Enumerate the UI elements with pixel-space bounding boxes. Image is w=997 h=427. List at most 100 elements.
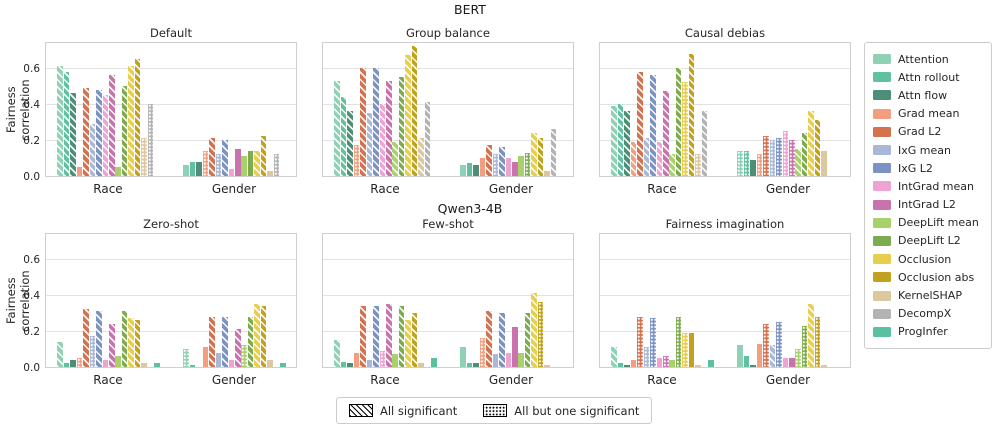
bar-attention-gender: [183, 165, 189, 176]
legend-label: IntGrad L2: [898, 198, 956, 212]
legend-label: Occlusion abs: [898, 270, 975, 284]
legend-swatch: [873, 326, 891, 337]
bar-deeplift-l2-race: [398, 305, 405, 367]
suptitle-bert: BERT: [454, 2, 486, 17]
legend-item-proginfer: ProgInfer: [873, 323, 983, 341]
legend-swatch: [873, 108, 891, 119]
bar-ixg-mean-race: [366, 113, 373, 176]
bar-grad-mean-gender: [479, 158, 486, 176]
gridline: [46, 330, 296, 332]
bar-ixg-mean-gender: [215, 352, 222, 367]
bar-ixg-l2-gender: [776, 322, 782, 367]
bar-ixg-mean-gender: [215, 154, 222, 176]
bar-occlusion-race: [682, 82, 688, 176]
gridline: [600, 258, 850, 260]
bar-ixg-mean-gender: [769, 345, 776, 367]
bar-attention-gender: [460, 347, 466, 367]
bar-decompx-gender: [550, 129, 557, 176]
y-tick-label: 0.2: [23, 135, 40, 147]
bar-deeplift-l2-race: [675, 316, 682, 367]
bar-grad-l2-race: [360, 305, 366, 367]
legend-item-attn-flow: Attn flow: [873, 86, 983, 104]
plot-bert-group-balance: [322, 42, 574, 177]
y-tick-label: 0.2: [23, 326, 40, 338]
bar-intgrad-l2-gender: [512, 161, 518, 176]
legend-label: KernelSHAP: [898, 289, 962, 303]
x-category-label-race: Race: [93, 182, 123, 196]
hatch-legend-label: All but one significant: [514, 403, 640, 418]
bar-attn-rollout-gender: [466, 163, 473, 176]
bar-deeplift-mean-race: [392, 354, 398, 367]
bar-grad-l2-gender: [486, 311, 492, 367]
x-category-label-gender: Gender: [488, 182, 534, 196]
legend-item-decompx: DecompX: [873, 305, 983, 323]
plot-bert-causal-debias: [599, 42, 851, 177]
bar-occlusion-race: [405, 55, 411, 176]
bar-occlusion-gender: [531, 293, 537, 367]
bar-deeplift-l2-gender: [247, 316, 254, 367]
y-tick-label: 0.6: [23, 254, 40, 266]
significance-hatch-legend: All significant All but one significant: [336, 397, 653, 424]
x-category-label-gender: Gender: [211, 373, 257, 387]
legend-item-ixg-l2: IxG L2: [873, 159, 983, 177]
legend-swatch: [873, 126, 891, 137]
bar-proginfer-gender: [280, 363, 286, 367]
bar-occlusion-gender: [254, 304, 260, 367]
bar-ixg-mean-race: [366, 359, 373, 367]
bar-ixg-mean-race: [89, 336, 96, 367]
gridline: [46, 67, 296, 69]
x-category-label-gender: Gender: [211, 182, 257, 196]
bar-ixg-l2-race: [373, 68, 379, 176]
legend-label: DecompX: [898, 307, 952, 321]
bar-attn-rollout-gender: [466, 363, 473, 367]
bar-occlusion-gender: [808, 304, 814, 367]
bar-grad-l2-gender: [209, 138, 215, 176]
bar-deeplift-mean-gender: [795, 149, 801, 176]
bar-grad-l2-gender: [486, 145, 492, 176]
bar-attn-flow-race: [70, 93, 76, 176]
bar-grad-mean-race: [353, 145, 360, 176]
bar-kernelshap-race: [695, 154, 701, 176]
panel-title-default: Default: [149, 26, 193, 40]
legend-swatch: [873, 163, 891, 174]
bar-deeplift-l2-gender: [247, 150, 254, 176]
gridline: [323, 139, 573, 141]
legend-swatch: [873, 254, 891, 265]
bar-occlusion-abs-race: [688, 53, 695, 176]
bar-grad-mean-gender: [756, 154, 763, 176]
bar-attn-flow-race: [624, 111, 630, 176]
bar-deeplift-mean-race: [115, 356, 121, 367]
legend-label: Occlusion: [898, 252, 952, 266]
bar-attention-race: [611, 105, 617, 176]
plot-bert-default: [45, 42, 297, 177]
bar-kernelshap-race: [418, 138, 424, 176]
bar-attention-gender: [737, 345, 743, 367]
diagonal-hatch-patch: [349, 404, 373, 417]
bar-intgrad-mean-gender: [782, 131, 789, 176]
bar-intgrad-mean-gender: [228, 168, 235, 176]
gridline: [323, 294, 573, 296]
bar-ixg-mean-race: [89, 123, 96, 176]
bar-attn-rollout-gender: [743, 150, 750, 176]
bar-kernelshap-race: [141, 138, 147, 176]
bar-kernelshap-gender: [544, 170, 550, 176]
bar-ixg-l2-gender: [499, 147, 505, 176]
legend-item-deeplift-l2: DeepLift L2: [873, 232, 983, 250]
method-legend: Attention Attn rollout Attn flow Grad mean G…: [864, 42, 992, 349]
legend-swatch: [873, 290, 891, 301]
legend-label: IxG L2: [898, 161, 933, 175]
bar-attn-flow-race: [70, 359, 76, 367]
legend-swatch: [873, 199, 891, 210]
bar-occlusion-abs-gender: [537, 138, 544, 176]
bar-ixg-l2-race: [650, 75, 656, 176]
bar-intgrad-mean-race: [102, 359, 109, 367]
legend-label: DeepLift mean: [898, 216, 979, 230]
bar-kernelshap-race: [695, 365, 701, 367]
gridline: [600, 67, 850, 69]
bar-grad-l2-race: [360, 68, 366, 176]
bar-intgrad-l2-gender: [235, 329, 241, 367]
bar-ixg-l2-gender: [776, 138, 782, 176]
bar-ixg-mean-gender: [492, 354, 499, 367]
bar-deeplift-l2-race: [675, 68, 682, 176]
